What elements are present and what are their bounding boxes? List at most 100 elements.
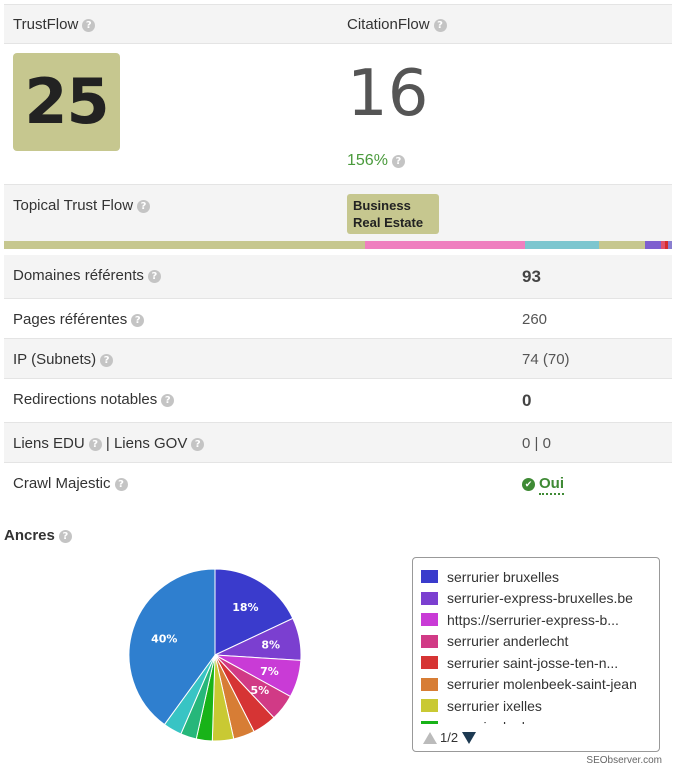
metric-row-domains: Domaines référents? 93	[4, 255, 672, 299]
topical-bar-segment[interactable]	[525, 241, 599, 249]
help-icon[interactable]: ?	[82, 19, 96, 32]
legend-list: serrurier bruxelles serrurier-express-bru…	[421, 566, 657, 724]
trustflow-label: TrustFlow	[13, 16, 79, 33]
legend-swatch	[421, 699, 438, 713]
legend-label: serrurier saint-josse-ten-n...	[447, 654, 619, 671]
metric-label: Crawl Majestic	[13, 475, 111, 492]
topic-badge[interactable]: Business Real Estate	[347, 194, 439, 234]
metric-value-edu-gov: 0 | 0	[522, 435, 551, 452]
topical-bar-segment[interactable]	[364, 241, 526, 249]
citationflow-score: 16	[347, 57, 429, 131]
topical-bar-segment[interactable]	[598, 241, 646, 249]
help-icon[interactable]: ?	[88, 438, 102, 451]
metric-label-wrap: Crawl Majestic?	[13, 475, 128, 492]
pie-slice[interactable]	[128, 568, 216, 726]
score-header-row: TrustFlow? CitationFlow?	[4, 4, 672, 44]
legend-swatch	[421, 570, 438, 584]
topic-badge-line1: Business	[353, 198, 411, 213]
topical-bar-segment[interactable]	[645, 241, 661, 249]
flow-ratio: 156%?	[347, 152, 405, 170]
legend-item[interactable]: serrurier laeken	[421, 717, 657, 724]
metric-label-wrap: Domaines référents?	[13, 267, 161, 284]
help-icon[interactable]: ?	[131, 314, 145, 327]
pie-data-label: 18%	[232, 601, 258, 614]
credit-text: SEObserver.com	[586, 755, 662, 766]
topical-distribution-bar	[4, 241, 672, 249]
legend-prev-icon[interactable]	[423, 731, 437, 744]
help-icon[interactable]: ?	[161, 394, 175, 407]
topical-bar-segment[interactable]	[667, 241, 672, 249]
metric-label-wrap: IP (Subnets)?	[13, 351, 114, 368]
pie-data-label: 40%	[151, 633, 177, 646]
check-circle-icon: ✔	[522, 478, 535, 491]
legend-swatch	[421, 677, 438, 691]
legend-item[interactable]: serrurier ixelles	[421, 695, 657, 717]
metric-row-crawl: Crawl Majestic? ✔ Oui	[4, 463, 672, 503]
metric-label-wrap: Redirections notables?	[13, 391, 175, 408]
trustflow-score-box: 25	[13, 53, 120, 151]
metric-value-domains: 93	[522, 267, 541, 286]
topical-bar-segment[interactable]	[4, 241, 365, 249]
topical-bar-segment[interactable]	[664, 241, 668, 249]
legend-item[interactable]: serrurier saint-josse-ten-n...	[421, 652, 657, 674]
flow-ratio-value: 156%	[347, 152, 388, 169]
legend-label: serrurier laeken	[447, 719, 544, 724]
ancres-title-text: Ancres	[4, 527, 55, 544]
legend-label: serrurier bruxelles	[447, 568, 560, 585]
legend-next-icon[interactable]	[462, 731, 477, 744]
legend-swatch	[421, 720, 438, 724]
metric-row-ip: IP (Subnets)? 74 (70)	[4, 339, 672, 379]
metric-separator: |	[105, 435, 110, 452]
legend-swatch	[421, 613, 438, 627]
legend-item[interactable]: https://serrurier-express-b...	[421, 609, 657, 631]
legend-label: serrurier-express-bruxelles.be	[447, 590, 633, 607]
legend-item[interactable]: serrurier molenbeek-saint-jean	[421, 674, 657, 696]
topical-trust-flow-row: Topical Trust Flow? Business Real Estate	[4, 184, 672, 242]
legend-item[interactable]: serrurier anderlecht	[421, 631, 657, 653]
help-icon[interactable]: ?	[391, 155, 405, 168]
trustflow-header: TrustFlow?	[13, 16, 96, 33]
topical-bar-segment[interactable]	[660, 241, 665, 249]
metric-value-redirections: 0	[522, 391, 532, 410]
crawl-status-link[interactable]: Oui	[539, 475, 564, 495]
pie-slice[interactable]	[214, 568, 294, 656]
legend-page-indicator: 1/2	[440, 730, 459, 745]
citationflow-label: CitationFlow	[347, 16, 430, 33]
legend-label: serrurier anderlecht	[447, 633, 569, 650]
metric-row-edu-gov: Liens EDU? | Liens GOV? 0 | 0	[4, 423, 672, 463]
legend-item[interactable]: serrurier-express-bruxelles.be	[421, 588, 657, 610]
legend-pager: 1/2	[423, 730, 477, 745]
metric-label: Pages référentes	[13, 311, 128, 328]
metric-label-wrap: Liens EDU? | Liens GOV?	[13, 435, 205, 452]
help-icon[interactable]: ?	[191, 438, 205, 451]
metrics-table: Domaines référents? 93 Pages référentes?…	[4, 255, 672, 503]
help-icon[interactable]: ?	[100, 354, 114, 367]
pie-data-label: 5%	[251, 684, 270, 697]
legend-label: serrurier ixelles	[447, 697, 542, 714]
pie-legend: serrurier bruxelles serrurier-express-bru…	[412, 557, 660, 752]
metric-label-gov: Liens GOV	[113, 435, 188, 452]
anchors-pie-chart: 18% 8% 7% 5% 40%	[120, 560, 310, 750]
metric-label: Domaines référents	[13, 267, 144, 284]
help-icon[interactable]: ?	[433, 19, 447, 32]
legend-label: serrurier molenbeek-saint-jean	[447, 676, 637, 693]
metric-label-wrap: Pages référentes?	[13, 311, 145, 328]
help-icon[interactable]: ?	[114, 478, 128, 491]
metric-value-pages: 260	[522, 311, 548, 328]
ancres-title: Ancres?	[4, 527, 72, 544]
legend-swatch	[421, 634, 438, 648]
metric-label-edu: Liens EDU	[13, 435, 85, 452]
metric-row-pages: Pages référentes? 260	[4, 299, 672, 339]
pie-svg: 18% 8% 7% 5% 40%	[128, 568, 302, 742]
metric-label: IP (Subnets)	[13, 351, 97, 368]
metric-value-crawl: ✔ Oui	[522, 475, 564, 495]
pie-data-label: 7%	[260, 665, 279, 678]
metric-label: Redirections notables	[13, 391, 158, 408]
legend-swatch	[421, 656, 438, 670]
help-icon[interactable]: ?	[137, 200, 151, 213]
help-icon[interactable]: ?	[58, 530, 72, 543]
legend-item[interactable]: serrurier bruxelles	[421, 566, 657, 588]
legend-label: https://serrurier-express-b...	[447, 611, 619, 628]
topical-trust-flow-label-wrap: Topical Trust Flow?	[13, 197, 151, 214]
help-icon[interactable]: ?	[147, 270, 161, 283]
